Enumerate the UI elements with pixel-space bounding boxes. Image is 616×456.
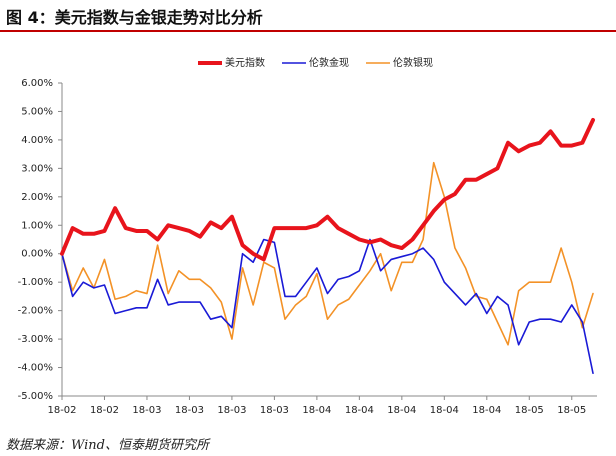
x-tick-label: 18-02 (90, 405, 119, 416)
series-line (60, 117, 595, 262)
y-tick-label: -5.00% (18, 391, 53, 402)
title-rule (0, 30, 616, 32)
y-tick-label: -3.00% (18, 334, 53, 345)
y-tick-label: 3.00% (21, 163, 53, 174)
legend-label: 美元指数 (225, 56, 265, 69)
legend-label: 伦敦银现 (393, 56, 433, 69)
chart-title: 图 4：美元指数与金银走势对比分析 (6, 8, 263, 27)
x-tick-label: 18-03 (132, 405, 161, 416)
y-tick-label: -4.00% (18, 363, 53, 374)
y-tick-label: 6.00% (21, 78, 53, 89)
y-tick-label: 5.00% (21, 106, 53, 117)
x-tick-label: 18-03 (175, 405, 204, 416)
x-tick-label: 18-04 (387, 405, 416, 416)
x-tick-label: 18-05 (557, 405, 586, 416)
source-note: 数据来源：Wind、恒泰期货研究所 (6, 438, 209, 453)
x-tick-label: 18-04 (472, 405, 501, 416)
y-tick-label: -1.00% (18, 277, 53, 288)
series-line (61, 238, 594, 375)
x-tick-label: 18-04 (345, 405, 374, 416)
chart: -5.00% -4.00% -3.00% -2.00% -1.00% 0.00% 1.00%… (18, 56, 597, 416)
y-tick-label: 0.00% (21, 249, 53, 260)
y-tick-label: 2.00% (21, 192, 53, 203)
legend-label: 伦敦金现 (309, 56, 349, 69)
y-tick-label: 4.00% (21, 135, 53, 146)
x-tick-label: 18-04 (302, 405, 331, 416)
x-tick-label: 18-03 (217, 405, 246, 416)
series-line (61, 161, 594, 346)
x-tick-label: 18-04 (430, 405, 459, 416)
x-tick-label: 18-03 (260, 405, 289, 416)
y-tick-label: -2.00% (18, 306, 53, 317)
y-tick-label: 1.00% (21, 220, 53, 231)
x-tick-label: 18-02 (47, 405, 76, 416)
x-tick-label: 18-05 (515, 405, 544, 416)
